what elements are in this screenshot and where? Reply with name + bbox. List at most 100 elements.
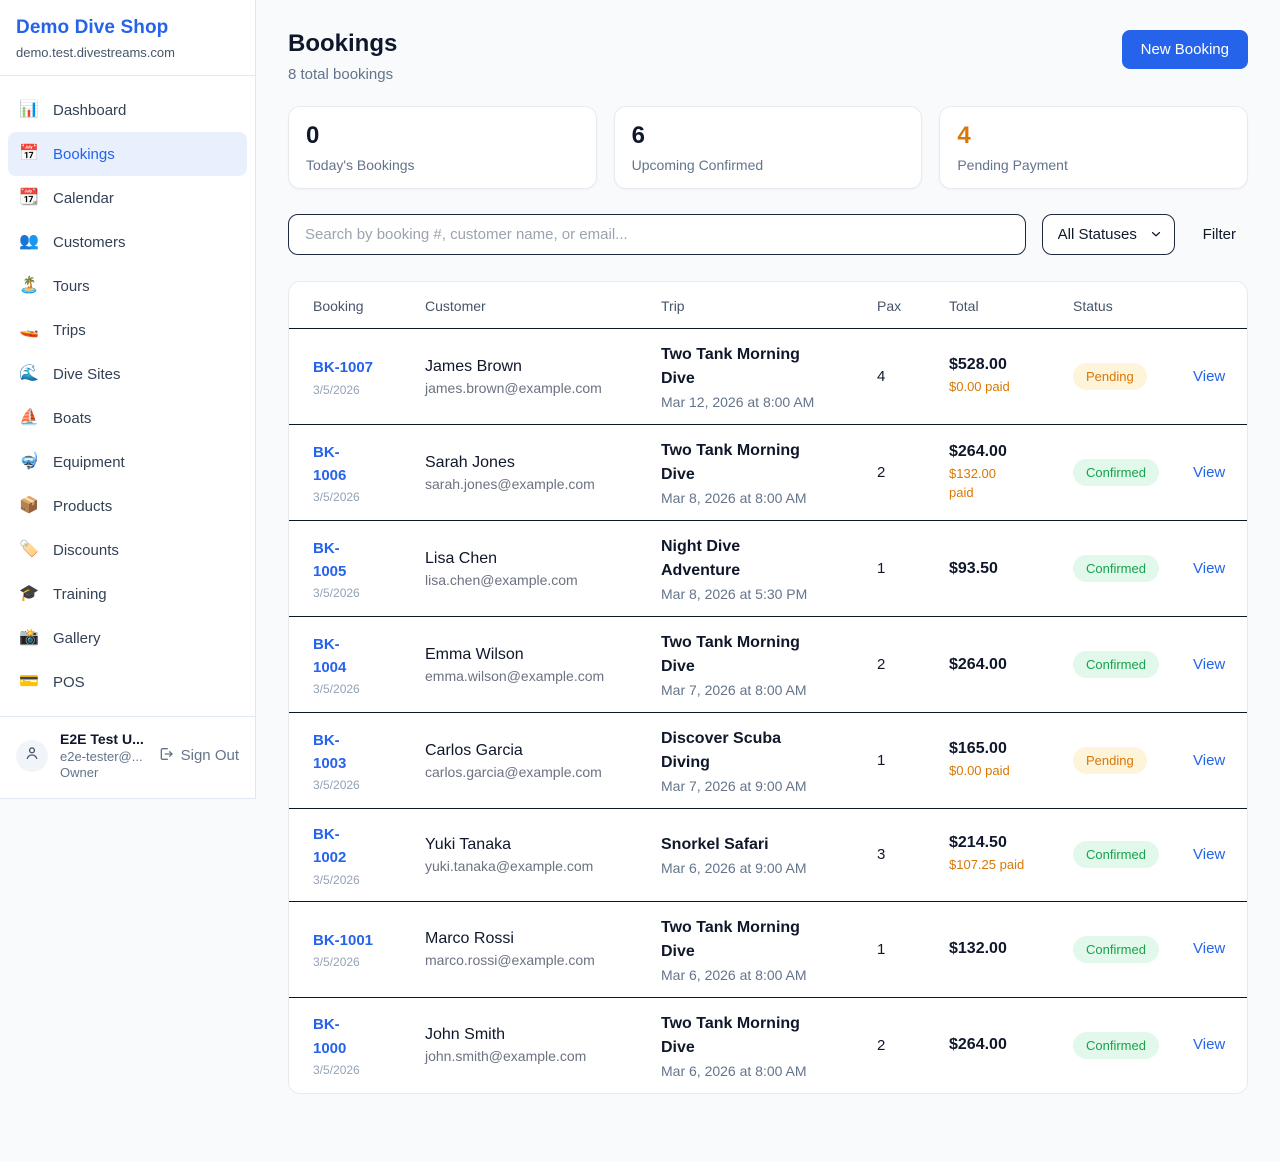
sidebar-item-equipment[interactable]: 🤿 Equipment	[8, 440, 247, 484]
sidebar-item-discounts[interactable]: 🏷️ Discounts	[8, 528, 247, 572]
view-booking-link[interactable]: View	[1193, 1036, 1226, 1053]
table-row: BK-1002 3/5/2026 Yuki Tanaka yuki.tanaka@ex…	[289, 808, 1247, 901]
view-booking-link[interactable]: View	[1193, 559, 1226, 577]
view-booking-link[interactable]: View	[1193, 845, 1226, 863]
booking-date: 3/5/2026	[313, 382, 360, 397]
pax-cell: 1	[877, 752, 886, 769]
bookings-table: Booking Customer Trip Pax Total Status BK-100…	[288, 281, 1248, 1094]
booking-id-link[interactable]: BK-1005	[313, 539, 347, 580]
view-booking-link[interactable]: View	[1193, 367, 1226, 385]
trip-cell: Night Dive Adventure Mar 8, 2026 at 5:30 …	[661, 535, 877, 602]
booking-cell: BK-1000 3/5/2026	[313, 1013, 425, 1077]
booking-id-link[interactable]: BK-1004	[313, 635, 347, 676]
view-booking-link[interactable]: View	[1193, 751, 1226, 769]
trip-cell: Discover Scuba Diving Mar 7, 2026 at 9:00…	[661, 727, 877, 794]
pax-cell: 2	[877, 1036, 886, 1054]
sidebar-item-tours[interactable]: 🏝️ Tours	[8, 264, 247, 308]
status-cell: Confirmed	[1073, 841, 1193, 869]
view-booking-link[interactable]: View	[1193, 463, 1226, 481]
booking-id-link[interactable]: BK-1006	[313, 443, 347, 484]
total-cell: $264.00	[949, 1036, 1073, 1054]
view-booking-link[interactable]: View	[1193, 940, 1226, 957]
status-filter-select[interactable]: All Statuses	[1041, 214, 1175, 255]
sidebar-item-bookings[interactable]: 📅 Bookings	[8, 132, 247, 176]
sidebar-item-boats[interactable]: ⛵ Boats	[8, 396, 247, 440]
status-badge: Confirmed	[1073, 651, 1159, 678]
stat-card: 4 Pending Payment	[939, 106, 1248, 189]
sidebar-nav: 📊 Dashboard 📅 Bookings 📆 Calendar 👥 Customers 🏝️…	[0, 76, 255, 704]
sidebar-item-label: Tours	[53, 277, 90, 295]
trip-datetime: Mar 6, 2026 at 8:00 AM	[661, 966, 807, 983]
customer-name: Carlos Garcia	[425, 741, 523, 759]
sidebar-item-products[interactable]: 📦 Products	[8, 484, 247, 528]
booking-cell: BK-1002 3/5/2026	[313, 823, 425, 887]
trip-datetime: Mar 6, 2026 at 8:00 AM	[661, 1062, 807, 1079]
filter-button[interactable]: Filter	[1191, 218, 1248, 251]
sidebar-item-label: Customers	[53, 233, 126, 251]
actions-cell: View	[1193, 845, 1226, 864]
speedboat-icon: 🚤	[19, 321, 39, 338]
new-booking-button[interactable]: New Booking	[1121, 30, 1248, 69]
sailboat-icon: ⛵	[19, 409, 39, 426]
trip-cell: Two Tank Morning Dive Mar 8, 2026 at 8:00…	[661, 439, 877, 506]
view-booking-link[interactable]: View	[1193, 655, 1226, 673]
trip-datetime: Mar 7, 2026 at 8:00 AM	[661, 682, 807, 698]
filter-bar: All Statuses Filter	[288, 214, 1248, 255]
total-cell: $93.50	[949, 560, 1073, 578]
customer-name: Emma Wilson	[425, 645, 524, 663]
customer-email: sarah.jones@example.com	[425, 475, 595, 492]
booking-id-link[interactable]: BK-1007	[313, 359, 374, 377]
pax-cell: 2	[877, 656, 886, 673]
booking-id-link[interactable]: BK-1003	[313, 731, 347, 772]
booking-id-link[interactable]: BK-1001	[313, 931, 374, 949]
trip-datetime: Mar 8, 2026 at 8:00 AM	[661, 490, 807, 506]
actions-cell: View	[1193, 559, 1226, 578]
trip-name: Two Tank Morning Dive	[661, 1014, 800, 1056]
trip-name: Two Tank Morning Dive	[661, 442, 800, 483]
sidebar-item-dashboard[interactable]: 📊 Dashboard	[8, 88, 247, 132]
customer-name: John Smith	[425, 1026, 506, 1043]
tear-off-calendar-icon: 📆	[19, 189, 39, 206]
table-row: BK-1005 3/5/2026 Lisa Chen lisa.chen@exampl…	[289, 520, 1247, 616]
pax-cell: 4	[877, 368, 886, 385]
stat-label: Pending Payment	[957, 157, 1068, 173]
table-row: BK-1004 3/5/2026 Emma Wilson emma.wilson@ex…	[289, 616, 1247, 712]
sidebar-item-gallery[interactable]: 📸 Gallery	[8, 616, 247, 660]
avatar	[16, 739, 48, 772]
customer-cell: Emma Wilson emma.wilson@example.com	[425, 646, 661, 684]
sidebar-item-label: Trips	[53, 321, 86, 339]
sidebar-item-training[interactable]: 🎓 Training	[8, 572, 247, 616]
wave-icon: 🌊	[19, 365, 39, 382]
user-name: E2E Test U...	[60, 731, 144, 747]
stat-label: Today's Bookings	[306, 157, 415, 173]
total-amount: $132.00	[949, 940, 1007, 957]
total-amount: $264.00	[949, 1036, 1007, 1053]
pax-cell: 1	[877, 940, 886, 958]
sidebar-item-label: Calendar	[53, 189, 114, 207]
customer-name: Sarah Jones	[425, 453, 515, 471]
sign-out-button[interactable]: Sign Out	[158, 746, 239, 766]
sidebar-item-calendar[interactable]: 📆 Calendar	[8, 176, 247, 220]
customer-name: Yuki Tanaka	[425, 835, 511, 853]
customer-email: emma.wilson@example.com	[425, 667, 605, 684]
column-header-customer: Customer	[425, 298, 486, 314]
search-input[interactable]	[288, 214, 1026, 255]
status-badge: Confirmed	[1073, 555, 1159, 582]
brand-name[interactable]: Demo Dive Shop	[16, 17, 169, 38]
column-header-booking: Booking	[313, 298, 364, 314]
booking-id-link[interactable]: BK-1000	[313, 1016, 347, 1057]
sidebar-item-dive-sites[interactable]: 🌊 Dive Sites	[8, 352, 247, 396]
page-header: Bookings 8 total bookings New Booking	[288, 30, 1248, 83]
sidebar-item-trips[interactable]: 🚤 Trips	[8, 308, 247, 352]
total-amount: $214.50	[949, 834, 1007, 852]
booking-cell: BK-1006 3/5/2026	[313, 441, 425, 505]
bar-chart-icon: 📊	[19, 101, 39, 118]
sidebar-item-customers[interactable]: 👥 Customers	[8, 220, 247, 264]
sidebar-item-pos[interactable]: 💳 POS	[8, 660, 247, 704]
customer-email: lisa.chen@example.com	[425, 571, 578, 588]
booking-date: 3/5/2026	[313, 682, 360, 697]
calendar-icon: 📅	[19, 145, 39, 162]
status-cell: Pending	[1073, 363, 1193, 390]
customer-name: Marco Rossi	[425, 930, 514, 947]
booking-id-link[interactable]: BK-1002	[313, 826, 347, 867]
